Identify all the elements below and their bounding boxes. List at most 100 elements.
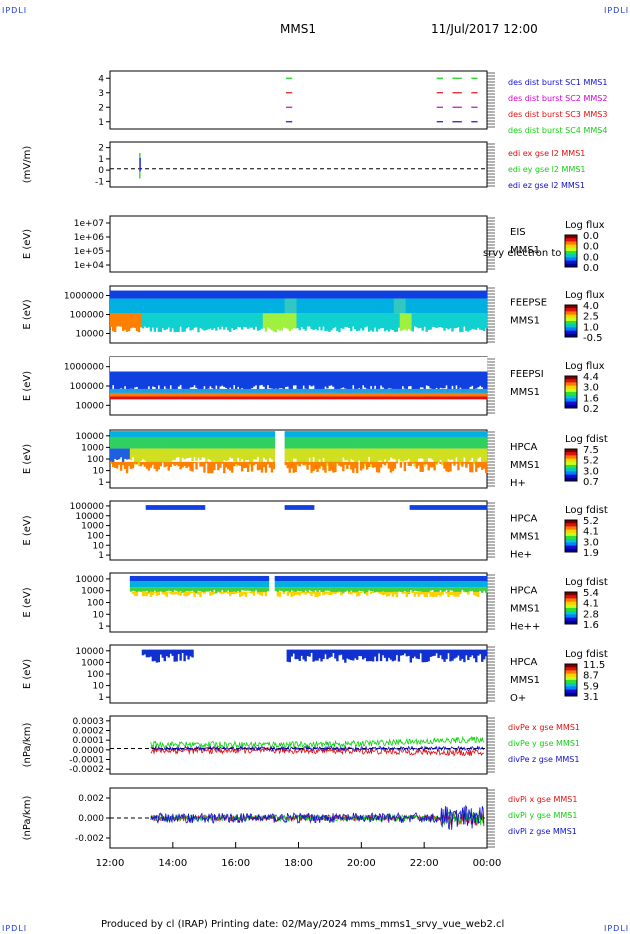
- spectro-cell: [320, 575, 323, 582]
- spectro-cell: [290, 371, 293, 391]
- spectro-cell: [131, 396, 135, 400]
- panel-frame: [109, 500, 488, 561]
- spectro-cell: [439, 313, 442, 327]
- spectro-cell: [125, 448, 129, 460]
- colorbar-swatch: [565, 461, 577, 466]
- spectro-cell: [187, 505, 190, 510]
- spectro-cell: [467, 396, 470, 400]
- spectro-cell: [139, 388, 143, 393]
- colorbar-value: 0.7: [583, 477, 599, 488]
- spectro-cell: [260, 448, 264, 465]
- spectro-cell: [165, 290, 168, 299]
- spectro-cell: [167, 591, 170, 593]
- spectro-cell: [369, 649, 373, 662]
- spectro-cell: [294, 298, 297, 314]
- spectro-cell: [205, 505, 208, 510]
- spectro-cell: [479, 392, 482, 397]
- spectro-cell: [223, 461, 226, 474]
- spectro-cell: [409, 357, 412, 372]
- spectro-cell: [451, 505, 454, 510]
- spectro-cell: [272, 431, 276, 437]
- y-tick-label: 1: [98, 622, 104, 632]
- side-label: MMS1: [510, 460, 540, 471]
- spectro-cell: [344, 371, 347, 389]
- spectro-cell: [149, 298, 153, 314]
- spectro-cell: [268, 298, 272, 314]
- spectro-cell: [185, 298, 188, 314]
- spectro-cell: [375, 575, 379, 582]
- spectro-cell: [395, 357, 399, 372]
- spectro-cell: [185, 649, 188, 656]
- spectro-cell: [473, 357, 476, 372]
- spectro-cell: [306, 357, 309, 372]
- spectro-cell: [260, 298, 264, 314]
- spectro-cell: [407, 581, 411, 588]
- spectro-cell: [193, 431, 196, 437]
- spectro-cell: [165, 371, 168, 389]
- spectro-cell: [211, 388, 214, 393]
- spectro-cell: [471, 357, 474, 372]
- y-tick-label: 10000: [75, 432, 104, 442]
- spectro-cell: [381, 448, 385, 463]
- spectro-cell: [181, 371, 184, 389]
- spectro-cell: [340, 505, 343, 510]
- spectro-cell: [244, 591, 248, 597]
- spectro-cell: [363, 581, 367, 588]
- spectro-cell: [111, 396, 115, 400]
- spectro-cell: [477, 371, 480, 388]
- spectro-cell: [381, 392, 385, 397]
- spectro-cell: [203, 575, 206, 582]
- spectro-cell: [149, 371, 153, 390]
- spectro-cell: [211, 396, 214, 400]
- spectro-cell: [350, 313, 353, 332]
- spectro-cell: [121, 388, 125, 393]
- spectro-cell: [457, 396, 460, 400]
- spectro-cell: [469, 587, 472, 591]
- spectro-cell: [375, 392, 379, 397]
- spectro-cell: [236, 298, 240, 314]
- spectro-cell: [340, 587, 343, 593]
- colorbar-swatch: [565, 595, 577, 599]
- spectro-cell: [425, 575, 428, 582]
- spectro-cell: [157, 575, 161, 582]
- spectro-cell: [324, 575, 327, 582]
- spectro-cell: [256, 298, 260, 314]
- spectro-cell: [298, 298, 301, 314]
- spectro-cell: [185, 357, 188, 372]
- spectro-cell: [433, 436, 436, 449]
- spectro-cell: [350, 575, 353, 582]
- spectro-cell: [326, 313, 329, 331]
- spectro-cell: [244, 505, 248, 510]
- spectro-cell: [437, 371, 440, 390]
- spectro-cell: [415, 431, 418, 437]
- spectro-cell: [181, 357, 184, 372]
- spectro-cell: [356, 587, 359, 593]
- spectro-cell: [286, 396, 289, 400]
- spectro-cell: [417, 587, 420, 592]
- spectro-cell: [181, 396, 184, 400]
- spectro-cell: [131, 581, 135, 588]
- spectro-cell: [119, 396, 123, 400]
- spectro-cell: [423, 290, 426, 299]
- spectro-cell: [475, 448, 478, 463]
- spectro-cell: [312, 371, 315, 386]
- spectro-cell: [395, 591, 399, 598]
- spectro-cell: [369, 431, 373, 437]
- spectro-cell: [163, 448, 166, 466]
- spectro-cell: [201, 313, 204, 330]
- spectro-cell: [328, 448, 331, 464]
- spectro-cell: [397, 431, 401, 437]
- spectro-cell: [320, 392, 323, 397]
- spectro-cell: [163, 505, 166, 510]
- spectro-cell: [155, 591, 159, 596]
- spectro-cell: [113, 436, 117, 449]
- spectro-cell: [403, 461, 407, 472]
- spectro-cell: [417, 313, 420, 329]
- spectro-cell: [371, 505, 375, 510]
- spectro-cell: [141, 357, 145, 372]
- spectro-cell: [227, 298, 230, 314]
- spectro-cell: [205, 313, 208, 330]
- spectro-cell: [262, 575, 266, 582]
- spectro-cell: [165, 649, 168, 657]
- spectro-cell: [439, 649, 442, 656]
